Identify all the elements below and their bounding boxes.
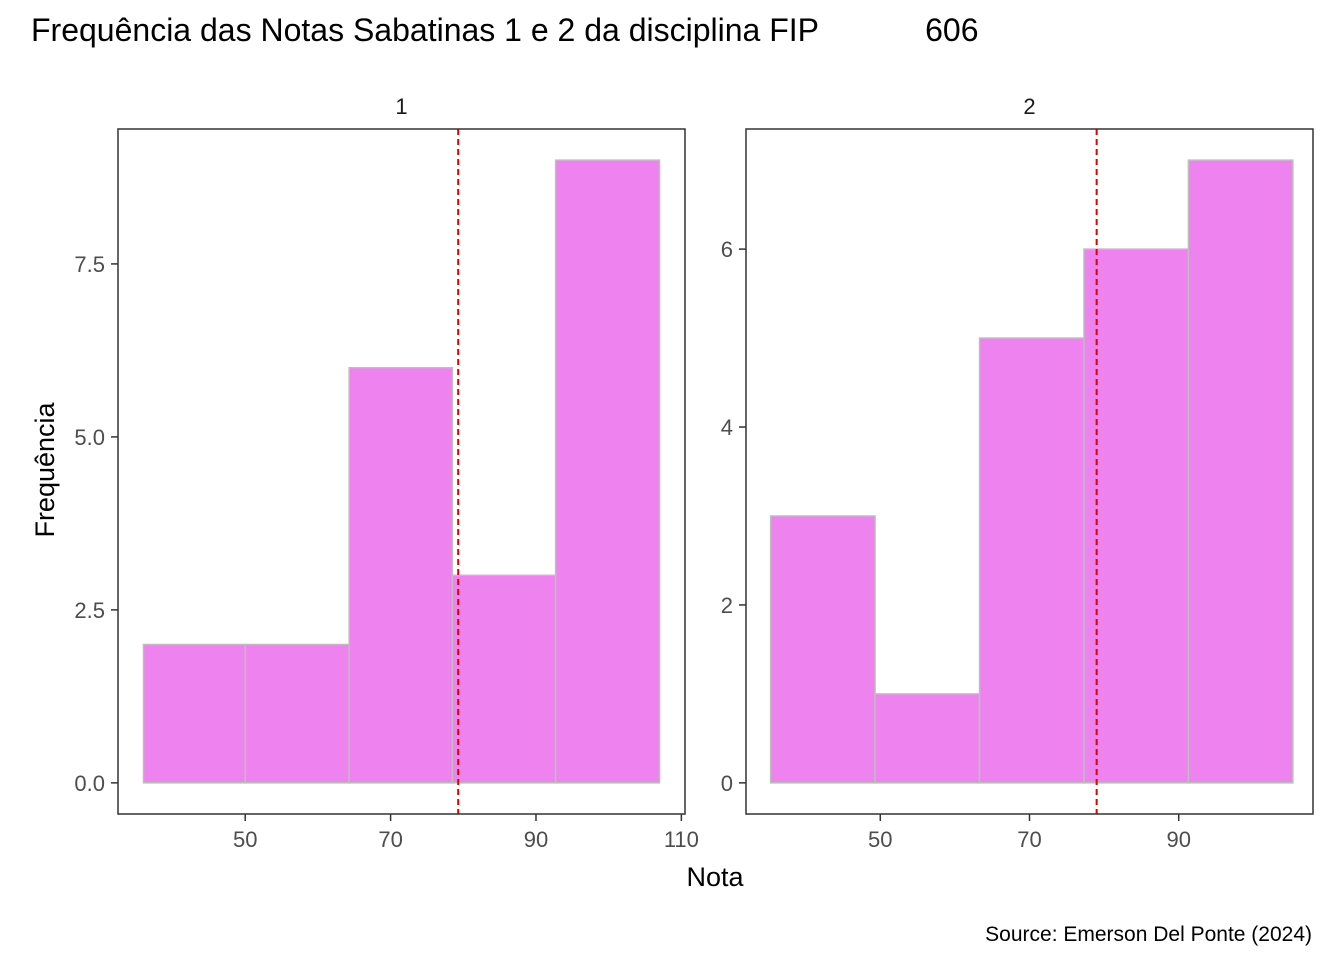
x-tick-label: 110 [664, 827, 699, 852]
histogram-bar [978, 337, 1085, 784]
histogram-bar [348, 366, 454, 784]
facet-strip-label: 1 [395, 94, 407, 119]
x-tick-label: 50 [868, 827, 892, 852]
y-tick-label: 7.5 [74, 252, 105, 277]
facet-strip-label: 2 [1023, 94, 1035, 119]
x-tick-label: 70 [378, 827, 402, 852]
y-tick-label: 0 [721, 771, 733, 796]
y-tick-label: 4 [721, 415, 733, 440]
x-tick-label: 90 [1166, 827, 1190, 852]
y-tick-label: 6 [721, 237, 733, 262]
chart-title: Frequência das Notas Sabatinas 1 e 2 da … [31, 12, 979, 48]
x-tick-label: 70 [1017, 827, 1041, 852]
facet-panels: 1 50 70 90 110 0.0 2.5 5.0 7.5 2 50 70 90 0 2 4 6 [74, 94, 1314, 852]
histogram-bar [769, 515, 876, 784]
facet-panel-1: 1 50 70 90 110 0.0 2.5 5.0 7.5 [74, 94, 698, 852]
histogram-bar [1187, 159, 1294, 784]
histogram-bar [1083, 248, 1190, 784]
histogram-bar [244, 643, 350, 784]
y-tick-label: 2 [721, 593, 733, 618]
y-tick-label: 5.0 [74, 425, 105, 450]
panel-border [117, 128, 686, 815]
histogram-bar [554, 159, 661, 784]
histogram-bar [874, 693, 981, 784]
x-tick-label: 50 [233, 827, 257, 852]
x-axis-title: Nota [686, 862, 744, 892]
histogram-bar [142, 643, 246, 784]
chart-caption: Source: Emerson Del Ponte (2024) [985, 923, 1312, 946]
y-axis-title: Frequência [30, 401, 60, 537]
facet-panel-2: 2 50 70 90 0 2 4 6 [721, 94, 1314, 852]
y-tick-label: 0.0 [74, 771, 105, 796]
x-tick-label: 90 [524, 827, 548, 852]
y-tick-label: 2.5 [74, 598, 105, 623]
histogram-bar [451, 574, 557, 784]
